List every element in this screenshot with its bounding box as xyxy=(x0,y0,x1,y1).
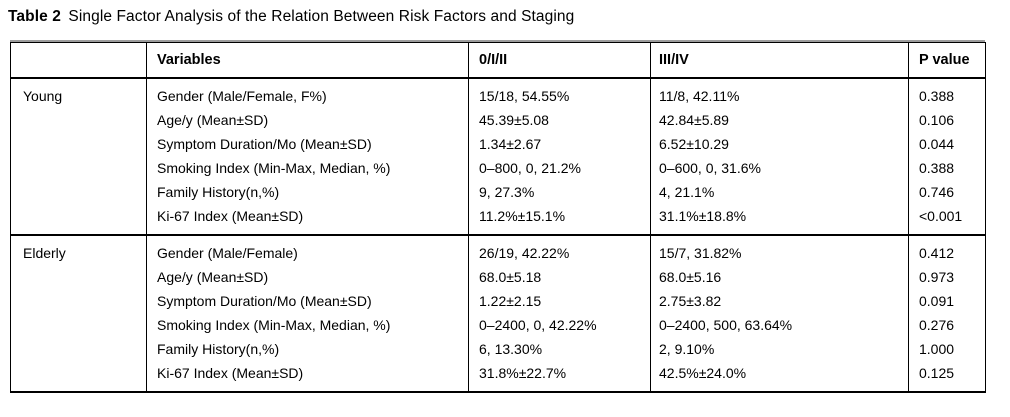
p-value: <0.001 xyxy=(919,208,963,224)
value-stage-0-1-2: 0–800, 0, 21.2% xyxy=(479,160,581,176)
column-header-group xyxy=(10,42,147,79)
variable-label: Gender (Male/Female, F%) xyxy=(157,88,327,104)
value-stage-3-4: 31.1%±18.8% xyxy=(659,208,747,224)
value-stage-0-1-2: 9, 27.3% xyxy=(479,184,535,200)
variable-label: Smoking Index (Min-Max, Median, %) xyxy=(157,160,391,176)
table-caption-label: Table 2 xyxy=(8,8,61,25)
value-stage-0-1-2: 68.0±5.18 xyxy=(479,269,542,285)
value-stage-3-4: 42.5%±24.0% xyxy=(659,365,747,381)
value-stage-3-4: 6.52±10.29 xyxy=(659,136,729,152)
p-value-cell-young: 0.388 0.106 0.044 0.388 0.746 <0.001 xyxy=(908,77,986,236)
value-stage-3-4: 15/7, 31.82% xyxy=(659,245,742,261)
variables-cell-young: Gender (Male/Female, F%) Age/y (Mean±SD)… xyxy=(146,77,469,236)
group-cell-young: Young xyxy=(10,77,147,236)
group-cell-elderly: Elderly xyxy=(10,234,147,393)
variables-cell-elderly: Gender (Male/Female) Age/y (Mean±SD) Sym… xyxy=(146,234,469,393)
variable-label: Smoking Index (Min-Max, Median, %) xyxy=(157,317,391,333)
p-value: 0.091 xyxy=(919,293,955,309)
p-value: 0.973 xyxy=(919,269,955,285)
value-stage-0-1-2: 1.22±2.15 xyxy=(479,293,542,309)
variable-label: Age/y (Mean±SD) xyxy=(157,269,269,285)
p-value: 0.106 xyxy=(919,112,955,128)
stage-0-1-2-cell-elderly: 26/19, 42.22% 68.0±5.18 1.22±2.15 0–2400… xyxy=(468,234,651,393)
value-stage-0-1-2: 45.39±5.08 xyxy=(479,112,549,128)
table-row-elderly: Elderly Gender (Male/Female) Age/y (Mean… xyxy=(10,234,986,393)
column-header-stage-0-1-2: 0/I/II xyxy=(468,42,651,79)
variable-label: Symptom Duration/Mo (Mean±SD) xyxy=(157,136,372,152)
header-row: Variables 0/I/II III/IV P value xyxy=(10,42,986,79)
p-value-cell-elderly: 0.412 0.973 0.091 0.276 1.000 0.125 xyxy=(908,234,986,393)
variable-label: Ki-67 Index (Mean±SD) xyxy=(157,365,304,381)
table-container: Variables 0/I/II III/IV P value Young Ge… xyxy=(10,40,986,393)
variable-label: Gender (Male/Female) xyxy=(157,245,298,261)
variable-label: Age/y (Mean±SD) xyxy=(157,112,269,128)
p-value: 0.746 xyxy=(919,184,955,200)
group-label-young: Young xyxy=(23,88,63,104)
value-stage-3-4: 2.75±3.82 xyxy=(659,293,722,309)
value-stage-0-1-2: 1.34±2.67 xyxy=(479,136,542,152)
value-stage-3-4: 0–600, 0, 31.6% xyxy=(659,160,761,176)
table-caption: Table 2 Single Factor Analysis of the Re… xyxy=(8,8,574,26)
p-value: 0.125 xyxy=(919,365,955,381)
stage-3-4-cell-elderly: 15/7, 31.82% 68.0±5.16 2.75±3.82 0–2400,… xyxy=(650,234,909,393)
p-value: 0.044 xyxy=(919,136,955,152)
p-value: 1.000 xyxy=(919,341,955,357)
group-label-elderly: Elderly xyxy=(23,245,66,261)
value-stage-3-4: 0–2400, 500, 63.64% xyxy=(659,317,793,333)
value-stage-0-1-2: 6, 13.30% xyxy=(479,341,543,357)
stage-3-4-cell-young: 11/8, 42.11% 42.84±5.89 6.52±10.29 0–600… xyxy=(650,77,909,236)
variable-label: Family History(n,%) xyxy=(157,184,280,200)
column-header-p-value: P value xyxy=(908,42,986,79)
risk-factors-table: Variables 0/I/II III/IV P value Young Ge… xyxy=(10,42,986,393)
value-stage-3-4: 42.84±5.89 xyxy=(659,112,729,128)
value-stage-0-1-2: 0–2400, 0, 42.22% xyxy=(479,317,597,333)
column-header-stage-3-4: III/IV xyxy=(650,42,909,79)
variable-label: Symptom Duration/Mo (Mean±SD) xyxy=(157,293,372,309)
table-row-young: Young Gender (Male/Female, F%) Age/y (Me… xyxy=(10,77,986,236)
value-stage-3-4: 4, 21.1% xyxy=(659,184,715,200)
variable-label: Family History(n,%) xyxy=(157,341,280,357)
table-caption-text: Single Factor Analysis of the Relation B… xyxy=(68,8,575,25)
value-stage-3-4: 68.0±5.16 xyxy=(659,269,722,285)
value-stage-0-1-2: 11.2%±15.1% xyxy=(479,208,566,224)
value-stage-0-1-2: 15/18, 54.55% xyxy=(479,88,570,104)
table-top-shadow xyxy=(10,40,985,42)
p-value: 0.388 xyxy=(919,160,955,176)
p-value: 0.388 xyxy=(919,88,955,104)
p-value: 0.412 xyxy=(919,245,955,261)
value-stage-3-4: 11/8, 42.11% xyxy=(659,88,740,104)
stage-0-1-2-cell-young: 15/18, 54.55% 45.39±5.08 1.34±2.67 0–800… xyxy=(468,77,651,236)
variable-label: Ki-67 Index (Mean±SD) xyxy=(157,208,304,224)
p-value: 0.276 xyxy=(919,317,955,333)
value-stage-0-1-2: 26/19, 42.22% xyxy=(479,245,570,261)
column-header-variables: Variables xyxy=(146,42,469,79)
value-stage-3-4: 2, 9.10% xyxy=(659,341,715,357)
value-stage-0-1-2: 31.8%±22.7% xyxy=(479,365,567,381)
